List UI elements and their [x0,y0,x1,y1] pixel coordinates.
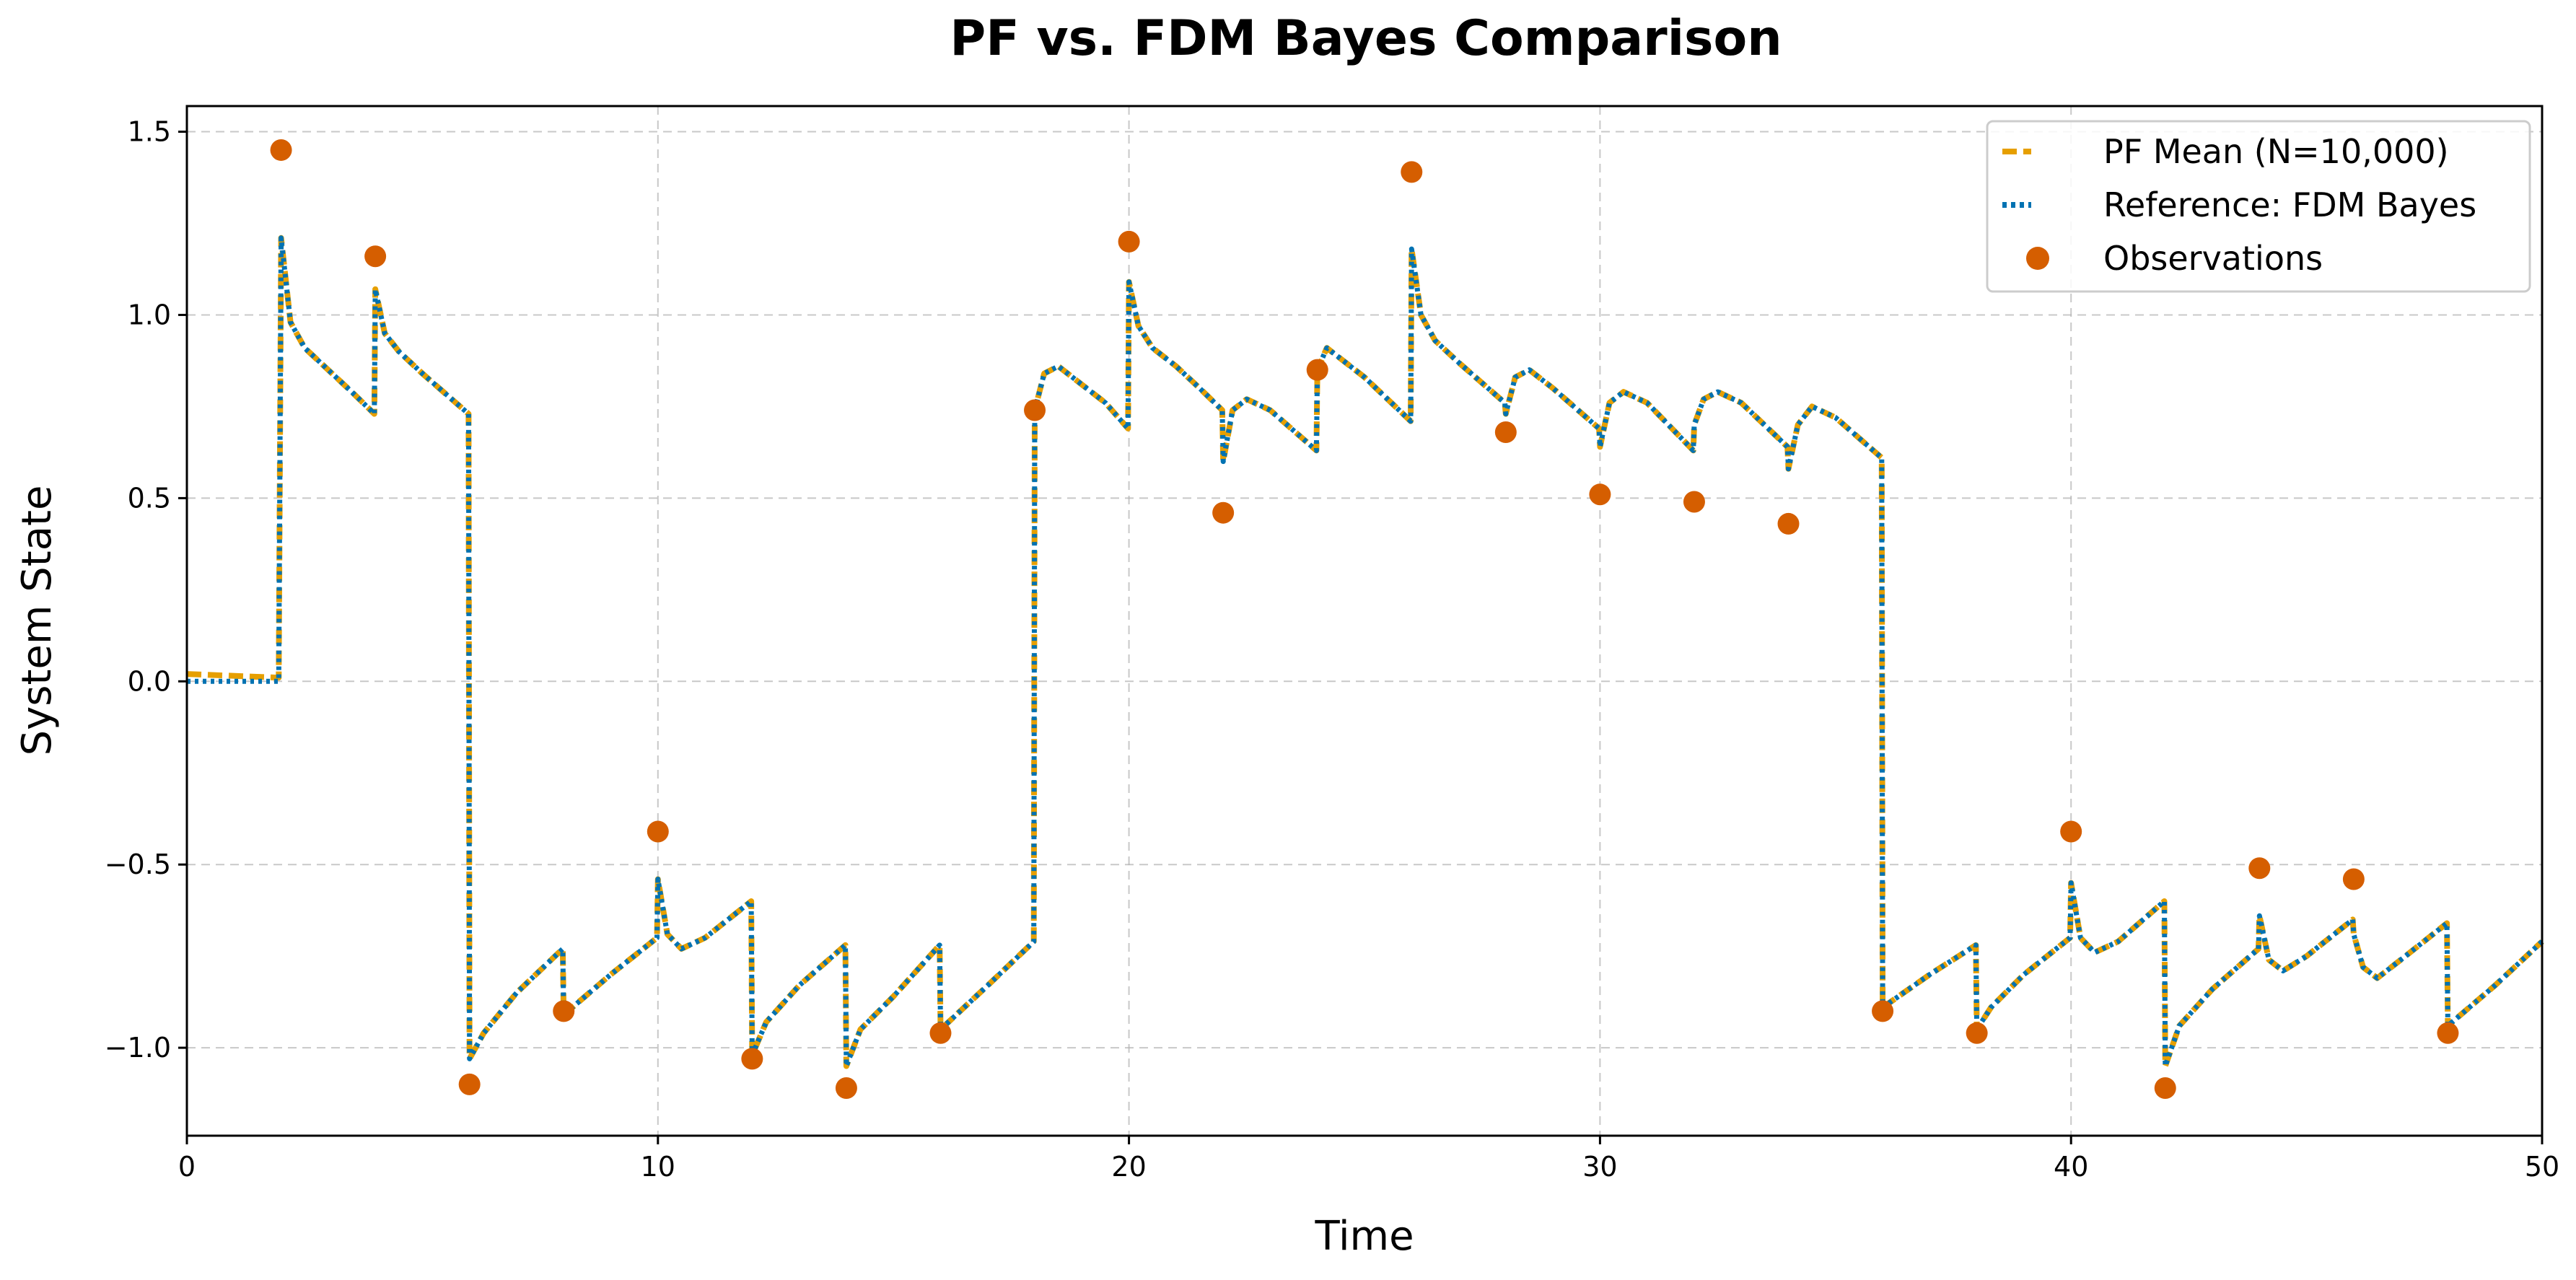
legend-swatch-observations [2026,247,2049,270]
observation-point [1401,161,1423,183]
observation-point [2437,1022,2459,1044]
y-axis-label: System State [14,486,61,756]
observation-point [2154,1077,2176,1099]
observation-point [929,1022,952,1044]
observation-point [1589,483,1611,506]
observation-point [458,1073,481,1095]
x-axis-label: Time [1314,1213,1414,1260]
y-axis-ticks: −1.0 −0.5 0.0 0.5 1.0 1.5 [105,116,187,1064]
y-tick-label: 1.5 [128,116,171,148]
observation-point [741,1048,763,1070]
legend-label-pf-mean: PF Mean (N=10,000) [2103,132,2449,171]
x-axis-ticks: 0 10 20 30 40 50 [178,1136,2559,1183]
observation-point [2060,820,2082,843]
observation-point [1683,491,1705,513]
observation-point [1777,512,1800,535]
legend: PF Mean (N=10,000) Reference: FDM Bayes … [1986,120,2531,293]
y-tick-label: 0.0 [128,665,171,697]
observation-point [553,1000,575,1022]
legend-label-observations: Observations [2103,239,2323,278]
plot-frame [185,105,2544,1137]
x-tick-label: 50 [2525,1151,2559,1183]
observation-point [270,139,292,161]
x-tick-label: 40 [2054,1151,2088,1183]
observation-point [1872,1000,1894,1022]
y-tick-label: 1.0 [128,299,171,330]
x-tick-label: 30 [1582,1151,1617,1183]
observation-point [647,820,669,843]
chart-title: PF vs. FDM Bayes Comparison [950,10,1782,67]
y-tick-label: −1.0 [105,1032,171,1064]
legend-label-fdm-bayes: Reference: FDM Bayes [2103,185,2476,224]
observation-point [1212,501,1235,524]
legend-frame [1986,120,2531,293]
observation-point [1306,359,1328,381]
x-tick-label: 10 [641,1151,675,1183]
y-tick-label: −0.5 [105,849,171,880]
x-tick-label: 0 [178,1151,196,1183]
observation-point [2342,868,2365,890]
observation-point [2248,857,2271,880]
y-tick-label: 0.5 [128,482,171,514]
observation-point [835,1077,857,1099]
observation-point [1494,421,1517,443]
series-lines [186,234,2544,1069]
observation-point [1966,1022,1988,1044]
observation-point [364,245,387,268]
observation-point [1118,230,1140,253]
series-line-fdm-bayes [187,235,2544,1069]
observation-point [1024,399,1046,421]
observation-points [270,139,2459,1099]
x-tick-label: 20 [1111,1151,1146,1183]
